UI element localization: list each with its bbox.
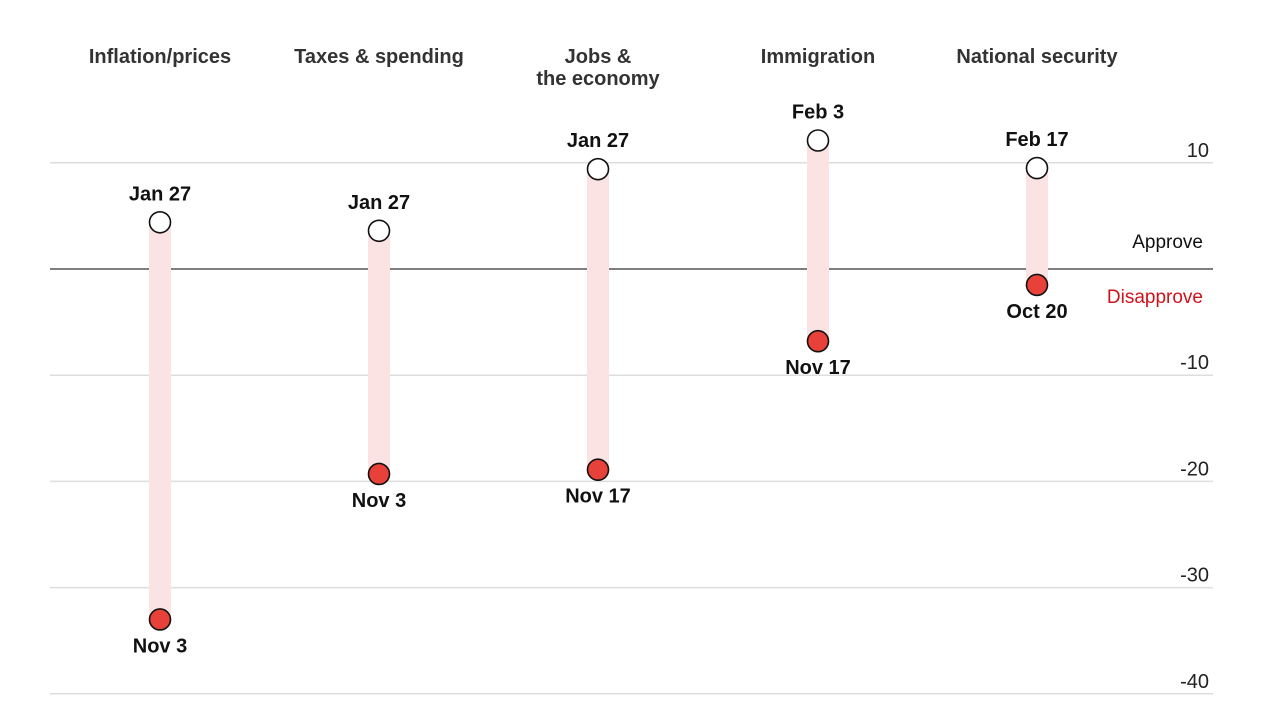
- start-date-label: Feb 17: [1005, 129, 1068, 151]
- range-bar: [587, 169, 609, 470]
- end-point: [806, 329, 830, 353]
- approve-label: Approve: [1132, 232, 1203, 253]
- category-label: Immigration: [761, 46, 875, 68]
- end-date-label: Nov 3: [133, 635, 187, 657]
- point-layer: [148, 129, 1049, 631]
- bar-layer: [149, 140, 1048, 620]
- category-label: National security: [956, 46, 1118, 68]
- end-point: [1025, 273, 1049, 297]
- end-date-label: Oct 20: [1006, 301, 1067, 323]
- start-date-label: Jan 27: [567, 130, 629, 152]
- category-label: Jobs &: [565, 46, 632, 68]
- end-point: [148, 608, 172, 631]
- y-tick-label: -40: [1180, 671, 1209, 693]
- start-date-label: Jan 27: [129, 183, 191, 205]
- start-date-label: Jan 27: [348, 192, 410, 214]
- category-label: Taxes & spending: [294, 46, 464, 68]
- label-layer: Inflation/prices Jan 27 Nov 3 Taxes & spend…: [89, 46, 1119, 657]
- range-bar: [149, 222, 171, 620]
- end-point: [367, 462, 391, 486]
- y-tick-label: -20: [1180, 458, 1209, 480]
- start-date-label: Feb 3: [792, 101, 844, 123]
- category-label: Inflation/prices: [89, 46, 231, 68]
- y-tick-label: -30: [1180, 565, 1209, 587]
- start-point: [586, 157, 610, 181]
- range-bar: [807, 140, 829, 342]
- end-point: [586, 458, 610, 482]
- y-tick-label: -10: [1180, 352, 1209, 374]
- y-tick-label: 10: [1187, 140, 1209, 162]
- end-date-label: Nov 17: [565, 486, 631, 508]
- disapprove-label: Disapprove: [1107, 287, 1203, 308]
- start-point: [806, 129, 830, 152]
- range-bar: [1026, 168, 1048, 285]
- end-date-label: Nov 17: [785, 357, 851, 379]
- end-date-label: Nov 3: [352, 490, 406, 512]
- start-point: [367, 219, 391, 243]
- start-point: [148, 210, 172, 234]
- grid-layer: 10 -10 -20 -30 -40 Approve Disapprove: [50, 140, 1213, 695]
- category-label: the economy: [536, 68, 660, 90]
- start-point: [1025, 156, 1049, 180]
- range-bar: [368, 230, 390, 474]
